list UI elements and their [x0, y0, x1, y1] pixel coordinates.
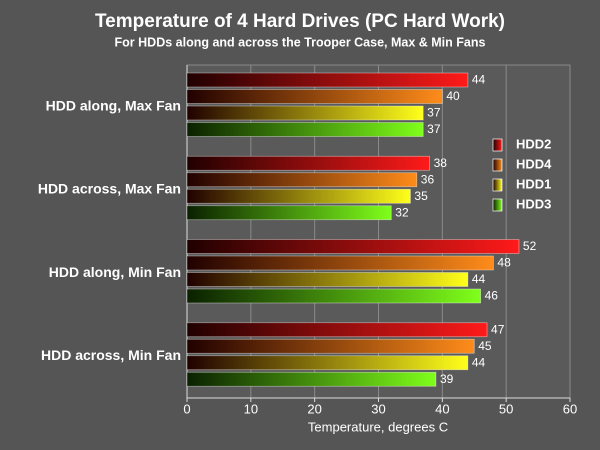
- x-tick-label: 10: [244, 401, 258, 416]
- legend-label: HDD2: [516, 136, 551, 151]
- legend-swatch: [492, 138, 503, 152]
- bar: [186, 122, 424, 137]
- bar: [186, 155, 430, 171]
- bar: [186, 105, 424, 121]
- value-label: 45: [478, 339, 492, 353]
- chart-title: Temperature of 4 Hard Drives (PC Hard Wo…: [95, 11, 505, 32]
- x-tick-label: 20: [307, 401, 321, 416]
- value-label: 38: [434, 156, 448, 170]
- bar: [186, 172, 418, 188]
- value-label: 40: [446, 89, 460, 103]
- value-label: 48: [497, 256, 511, 270]
- x-tick-label: 50: [499, 401, 513, 416]
- value-label: 32: [395, 205, 409, 219]
- bar: [186, 188, 411, 204]
- value-label: 52: [523, 239, 537, 253]
- value-label: 35: [414, 189, 428, 203]
- bar: [186, 322, 488, 338]
- y-tick-label: HDD across, Max Fan: [38, 181, 181, 197]
- legend-swatch: [492, 158, 503, 172]
- bar: [186, 239, 520, 254]
- value-label: 44: [472, 272, 486, 286]
- value-label: 46: [485, 289, 499, 303]
- legend-label: HDD1: [516, 176, 551, 191]
- bar: [186, 288, 481, 304]
- y-tick-label: HDD along, Min Fan: [49, 264, 181, 280]
- legend-label: HDD4: [516, 156, 552, 171]
- bar: [186, 89, 443, 104]
- value-label: 37: [427, 106, 441, 120]
- value-label: 36: [421, 172, 435, 186]
- bar: [186, 72, 469, 88]
- x-tick-label: 0: [183, 401, 190, 416]
- value-label: 37: [427, 122, 441, 136]
- x-tick-label: 40: [435, 401, 449, 416]
- bar: [186, 338, 475, 354]
- bar: [186, 355, 469, 371]
- x-axis-label: Temperature, degrees C: [308, 419, 448, 434]
- legend-swatch: [492, 178, 503, 192]
- y-tick-label: HDD across, Min Fan: [41, 347, 181, 363]
- legend-label: HDD3: [516, 196, 551, 211]
- chart-subtitle: For HDDs along and across the Trooper Ca…: [115, 35, 486, 49]
- value-label: 44: [472, 355, 486, 369]
- bar: [186, 205, 392, 221]
- value-label: 44: [472, 73, 486, 87]
- y-tick-label: HDD along, Max Fan: [46, 97, 181, 113]
- bar: [186, 255, 494, 271]
- value-label: 47: [491, 322, 505, 336]
- legend-swatch: [492, 198, 503, 212]
- bar: [186, 371, 437, 387]
- value-label: 39: [440, 372, 454, 386]
- bar: [186, 272, 469, 287]
- x-tick-label: 30: [371, 401, 385, 416]
- x-tick-label: 60: [563, 401, 577, 416]
